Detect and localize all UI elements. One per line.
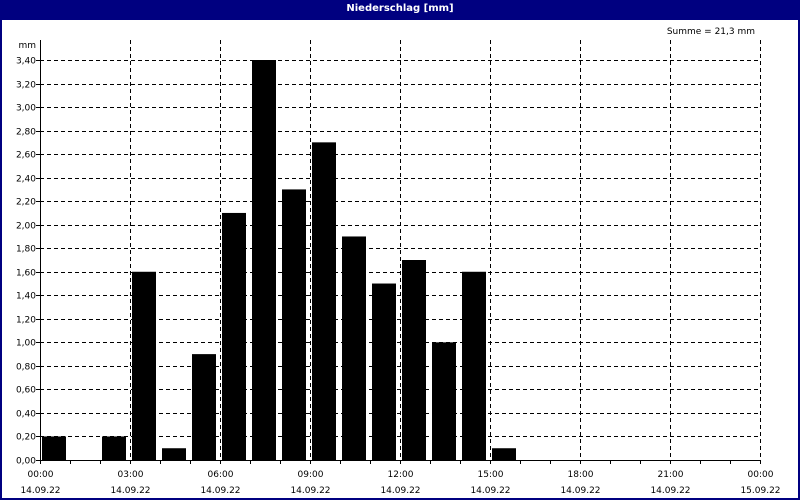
- bar-07:00: [252, 60, 276, 460]
- y-tick-label: 2,00: [16, 222, 36, 232]
- x-tick-time: 03:00: [118, 470, 144, 480]
- x-tick-time: 15:00: [478, 470, 504, 480]
- x-tick-date: 14.09.22: [650, 486, 690, 496]
- x-tick-date: 14.09.22: [380, 486, 420, 496]
- bar-05:00: [192, 354, 216, 460]
- x-tick-date: 14.09.22: [110, 486, 150, 496]
- x-tick-time: 09:00: [298, 470, 324, 480]
- y-tick-label: 1,40: [16, 292, 36, 302]
- x-tick-date: 14.09.22: [20, 486, 60, 496]
- x-tick-time: 00:00: [28, 470, 54, 480]
- y-tick-label: 0,60: [16, 386, 36, 396]
- x-tick-time: 18:00: [568, 470, 594, 480]
- y-tick-label: 2,40: [16, 175, 36, 185]
- y-tick-label: 3,20: [16, 81, 36, 91]
- y-tick-label: 2,80: [16, 128, 36, 138]
- bar-12:00: [402, 260, 426, 460]
- y-tick-label: 1,20: [16, 316, 36, 326]
- sum-annotation: Summe = 21,3 mm: [667, 27, 755, 37]
- bar-15:00: [492, 448, 516, 460]
- x-tick-time: 00:00: [748, 470, 774, 480]
- bar-06:00: [222, 212, 246, 460]
- y-tick-label: 0,40: [16, 410, 36, 420]
- x-tick-time: 21:00: [658, 470, 684, 480]
- bar-14:00: [462, 271, 486, 460]
- y-axis-label: mm: [18, 41, 36, 51]
- chart-title: Niederschlag [mm]: [346, 3, 454, 14]
- bar-10:00: [342, 236, 366, 460]
- x-tick-date: 14.09.22: [470, 486, 510, 496]
- y-tick-label: 1,60: [16, 269, 36, 279]
- bar-00:00: [42, 436, 66, 460]
- y-tick-label: 1,80: [16, 245, 36, 255]
- x-tick-date: 14.09.22: [560, 486, 600, 496]
- y-tick-label: 3,40: [16, 57, 36, 67]
- bar-04:00: [162, 448, 186, 460]
- y-tick-label: 2,60: [16, 151, 36, 161]
- x-tick-date: 14.09.22: [290, 486, 330, 496]
- bar-08:00: [282, 189, 306, 461]
- y-tick-label: 2,20: [16, 198, 36, 208]
- x-tick-date: 15.09.22: [740, 486, 780, 496]
- bar-11:00: [372, 283, 396, 460]
- bar-09:00: [312, 142, 336, 460]
- y-tick-label: 0,20: [16, 433, 36, 443]
- y-tick-label: 1,00: [16, 339, 36, 349]
- x-tick-date: 14.09.22: [200, 486, 240, 496]
- y-tick-label: 0,00: [16, 457, 36, 467]
- bar-02:00: [102, 436, 126, 460]
- bar-13:00: [432, 342, 456, 460]
- y-tick-label: 3,00: [16, 104, 36, 114]
- x-tick-time: 06:00: [208, 470, 234, 480]
- x-tick-time: 12:00: [388, 470, 414, 480]
- y-tick-label: 0,80: [16, 363, 36, 373]
- bar-03:00: [132, 271, 156, 460]
